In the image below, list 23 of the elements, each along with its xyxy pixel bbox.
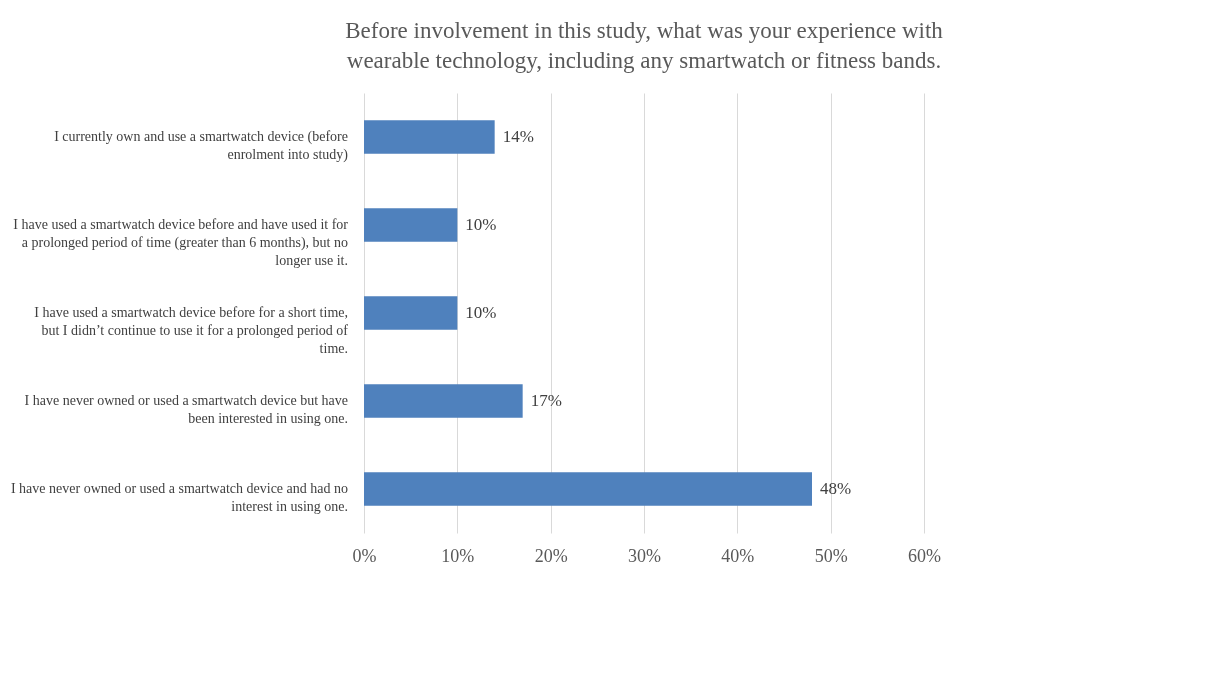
data-label: 48%	[820, 479, 852, 498]
y-tick-label: I have used a smartwatch device before for a short time, but I didn’t continue to use it for a prolonged period of time.	[34, 305, 349, 356]
data-label: 17%	[530, 391, 562, 410]
y-tick-label: I currently own and use a smartwatch device (before enrolment into study)	[54, 129, 349, 163]
chart-title: Before involvement in this study, what was your experience with wearable technology, including any smartwatch or fitness bands.	[345, 18, 944, 73]
y-tick-label: I have never owned or used a smartwatch device but have been interested in using one.	[24, 393, 348, 426]
data-label: 10%	[465, 215, 497, 234]
data-label: 10%	[465, 303, 497, 322]
x-tick-label: 40%	[721, 545, 755, 566]
x-tick-label: 60%	[908, 545, 941, 566]
y-tick-label: I have used a smartwatch device before and have used it for a prolonged period of time (greater than 6 months), but no longer use it.	[13, 217, 349, 268]
bar	[364, 208, 458, 242]
bar	[364, 296, 458, 330]
bar	[364, 384, 523, 418]
x-tick-label: 0%	[352, 545, 377, 566]
y-tick-label: I have never owned or used a smartwatch device and had no interest in using one.	[10, 481, 348, 514]
x-tick-label: 10%	[441, 545, 475, 566]
x-tick-label: 50%	[814, 545, 848, 566]
data-label: 14%	[502, 127, 534, 146]
bar	[364, 472, 812, 506]
x-tick-label: 20%	[534, 545, 568, 566]
bar	[364, 120, 495, 154]
x-tick-label: 30%	[628, 545, 661, 566]
